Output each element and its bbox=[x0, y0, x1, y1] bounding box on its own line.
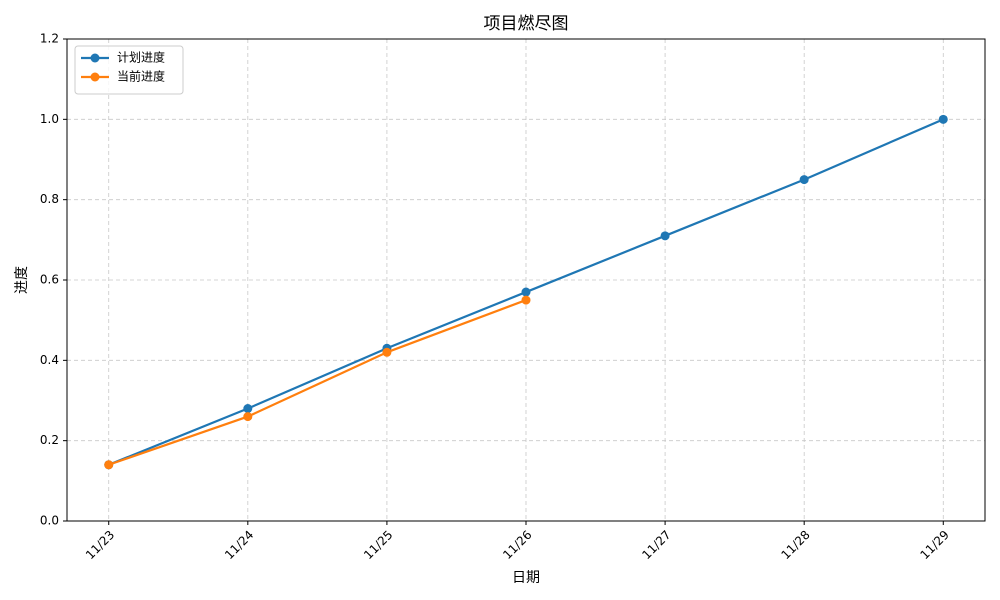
y-tick-label: 0.2 bbox=[40, 433, 59, 447]
legend-marker bbox=[90, 53, 100, 63]
point bbox=[799, 175, 809, 185]
legend-label: 当前进度 bbox=[117, 69, 165, 84]
chart-title: 项目燃尽图 bbox=[484, 14, 569, 34]
series-line bbox=[108, 299, 527, 466]
point bbox=[660, 231, 670, 241]
point bbox=[104, 460, 114, 470]
point bbox=[382, 347, 392, 357]
plot-frame bbox=[66, 38, 986, 522]
point bbox=[243, 412, 253, 422]
x-axis-label: 日期 bbox=[512, 570, 540, 586]
y-tick-label: 0.8 bbox=[40, 192, 59, 206]
legend-label: 计划进度 bbox=[117, 50, 165, 65]
point bbox=[938, 114, 948, 124]
y-tick-label: 1.0 bbox=[40, 112, 59, 126]
y-tick-label: 1.2 bbox=[40, 32, 59, 46]
y-axis-label: 进度 bbox=[14, 266, 30, 294]
legend-marker bbox=[90, 72, 100, 82]
point bbox=[521, 287, 531, 297]
y-tick-label: 0.6 bbox=[40, 273, 59, 287]
y-tick-label: 0.0 bbox=[40, 514, 59, 528]
point bbox=[243, 404, 253, 414]
y-tick-label: 0.4 bbox=[40, 353, 59, 367]
point bbox=[521, 295, 531, 305]
